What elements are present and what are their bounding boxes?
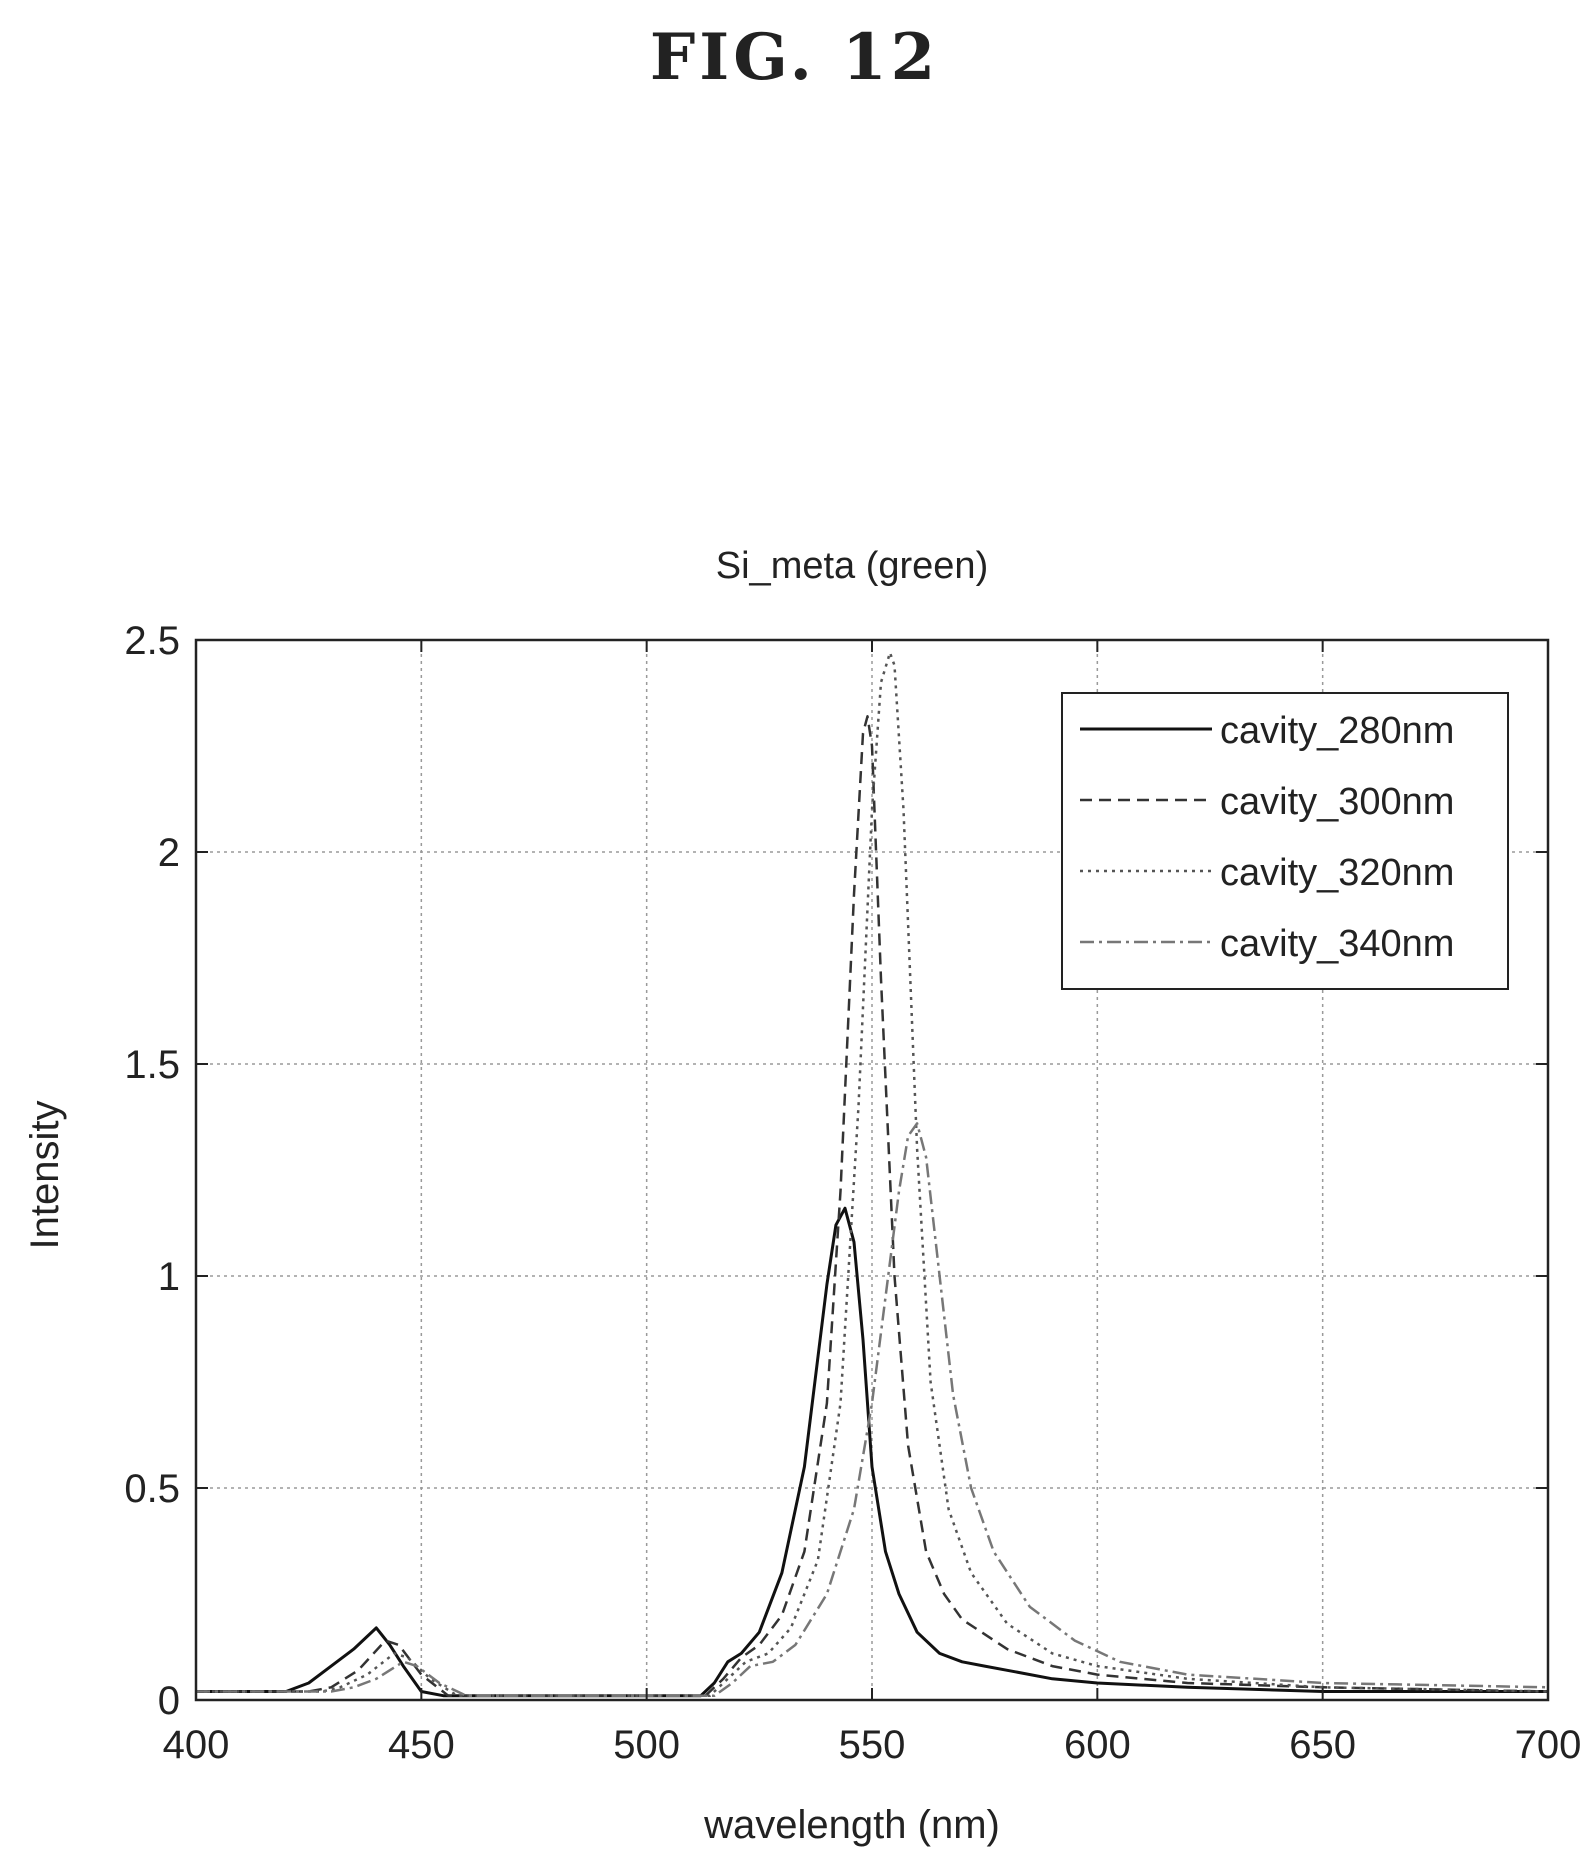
x-tick-label: 700 bbox=[1515, 1723, 1582, 1767]
y-axis-label: Intensity bbox=[23, 1101, 67, 1250]
x-tick-label: 550 bbox=[839, 1723, 906, 1767]
legend-box bbox=[1061, 692, 1509, 990]
y-tick-label: 2 bbox=[158, 831, 180, 875]
legend-label: cavity_340nm bbox=[1220, 923, 1454, 965]
x-axis-label: wavelength (nm) bbox=[703, 1803, 1000, 1847]
x-tick-label: 450 bbox=[388, 1723, 455, 1767]
x-tick-label: 500 bbox=[613, 1723, 680, 1767]
y-axis-ticks: 0 0.5 1 1.5 2 2.5 bbox=[124, 619, 1548, 1723]
y-tick-label: 2.5 bbox=[124, 619, 180, 663]
legend-label: cavity_320nm bbox=[1220, 852, 1454, 894]
y-tick-label: 1 bbox=[158, 1255, 180, 1299]
y-tick-label: 0.5 bbox=[124, 1467, 180, 1511]
x-axis-ticks: 400 450 500 550 600 650 700 bbox=[163, 640, 1582, 1767]
y-tick-label: 1.5 bbox=[124, 1043, 180, 1087]
series-line-cavity-300nm bbox=[196, 715, 1549, 1698]
figure-label: FIG. 12 bbox=[649, 20, 940, 95]
legend-label: cavity_280nm bbox=[1220, 710, 1454, 752]
x-tick-label: 400 bbox=[163, 1723, 230, 1767]
series-lines bbox=[196, 651, 1549, 1698]
series-line-cavity-320nm bbox=[196, 651, 1549, 1698]
legend: cavity_280nm cavity_300nm cavity_320nmcavi… bbox=[1061, 692, 1509, 990]
chart-title: Si_meta (green) bbox=[716, 545, 988, 587]
x-tick-label: 650 bbox=[1289, 1723, 1356, 1767]
x-tick-label: 600 bbox=[1064, 1723, 1131, 1767]
legend-label: cavity_300nm bbox=[1220, 781, 1454, 823]
y-tick-label: 0 bbox=[158, 1679, 180, 1723]
